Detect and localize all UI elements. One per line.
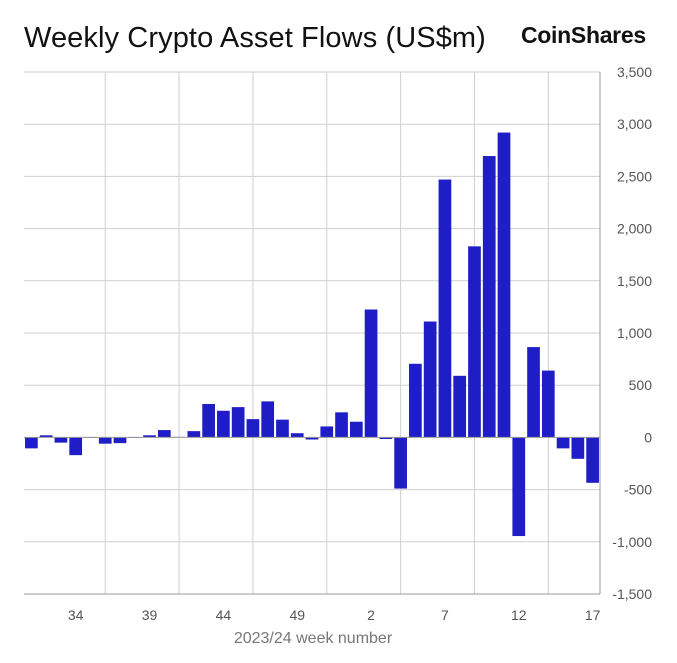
bar-week-51 <box>320 426 334 438</box>
bar-week-37 <box>113 437 127 444</box>
chart-title: Weekly Crypto Asset Flows (US$m) <box>24 22 486 54</box>
bar-week-16 <box>571 437 585 459</box>
y-tick-label: 3,500 <box>617 64 652 80</box>
y-tick-label: 2,000 <box>617 221 652 237</box>
bar-week-3 <box>379 437 393 439</box>
bar-week-34 <box>69 437 83 456</box>
bar-week-14 <box>541 370 555 438</box>
y-tick-label: 1,000 <box>617 325 652 341</box>
bar-week-45 <box>231 407 245 438</box>
coinshares-logo: CoinShares <box>521 22 646 48</box>
x-axis-title: 2023/24 week number <box>234 630 393 647</box>
bar-week-17 <box>586 437 599 483</box>
y-tick-labels: 3,500 3,000 2,500 2,000 1,500 1,000 500 0 -500 -1… <box>612 64 652 602</box>
bar-week-13 <box>527 347 540 438</box>
bar-week-49 <box>290 433 304 438</box>
y-tick-label: -1,500 <box>612 586 652 602</box>
x-tick-label: 7 <box>441 607 449 623</box>
x-tick-label: 12 <box>511 607 527 623</box>
y-tick-label: 3,000 <box>617 116 652 132</box>
bar-week-50 <box>305 437 319 440</box>
x-tick-label: 44 <box>216 607 232 623</box>
bar-week-40 <box>157 430 171 438</box>
bar-week-43 <box>202 403 215 438</box>
bar-week-5 <box>409 363 422 438</box>
x-tick-label: 34 <box>68 607 84 623</box>
bar-week-32 <box>39 435 53 438</box>
y-tick-label: 2,500 <box>617 168 652 184</box>
bar-week-12 <box>512 437 526 537</box>
bar-week-9 <box>468 246 481 438</box>
bar-week-4 <box>394 437 407 489</box>
bar-week-8 <box>453 375 467 438</box>
y-tick-label: 0 <box>644 429 652 445</box>
y-tick-label: 500 <box>629 377 653 393</box>
bar-week-15 <box>556 437 570 449</box>
bar-week-2 <box>364 309 378 438</box>
y-tick-label: -1,000 <box>612 534 652 550</box>
bar-week-39 <box>143 435 156 438</box>
x-tick-label: 49 <box>289 607 305 623</box>
bar-week-10 <box>482 156 496 438</box>
bar-week-52 <box>335 412 348 438</box>
bar-week-33 <box>54 437 68 443</box>
bar-week-48 <box>276 419 289 438</box>
bar-week-11 <box>497 132 511 438</box>
y-tick-label: 1,500 <box>617 273 652 289</box>
bar-week-1 <box>349 421 363 438</box>
x-tick-label: 17 <box>585 607 601 623</box>
bar-week-42 <box>187 431 201 438</box>
x-tick-label: 2 <box>367 607 375 623</box>
bars <box>25 132 599 537</box>
x-tick-label: 39 <box>142 607 158 623</box>
bar-week-36 <box>98 437 112 444</box>
bar-week-44 <box>217 410 230 438</box>
bar-week-7 <box>438 179 452 438</box>
bar-week-6 <box>423 321 437 438</box>
axes <box>24 72 601 595</box>
bar-week-46 <box>246 419 260 438</box>
bar-week-31 <box>25 437 38 449</box>
x-tick-labels: 34 39 44 49 2 7 12 17 <box>68 607 601 623</box>
y-tick-label: -500 <box>624 482 652 498</box>
bar-week-47 <box>261 401 275 438</box>
